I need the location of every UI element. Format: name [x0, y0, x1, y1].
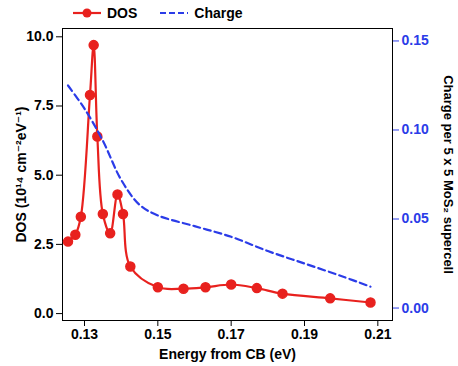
svg-text:0.19: 0.19: [291, 326, 318, 342]
svg-text:Energy from CB (eV): Energy from CB (eV): [159, 346, 296, 362]
svg-text:0.05: 0.05: [402, 210, 429, 226]
svg-text:5.0: 5.0: [34, 167, 54, 183]
svg-text:0.15: 0.15: [144, 326, 171, 342]
html-text:DOS: DOS: [107, 5, 138, 21]
svg-text:DOS (10¹⁴ cm⁻²eV⁻¹): DOS (10¹⁴ cm⁻²eV⁻¹): [13, 106, 29, 242]
svg-text:0.17: 0.17: [218, 326, 245, 342]
svg-text:0.00: 0.00: [402, 300, 429, 316]
svg-text:0.0: 0.0: [34, 305, 54, 321]
html-text:Charge: Charge: [194, 5, 243, 21]
svg-text:7.5: 7.5: [34, 97, 54, 113]
svg-text:0.13: 0.13: [71, 326, 98, 342]
svg-text:0.21: 0.21: [364, 326, 391, 342]
svg-text:0.10: 0.10: [402, 121, 429, 137]
svg-text:10.0: 10.0: [26, 28, 53, 44]
svg-text:0.15: 0.15: [402, 32, 429, 48]
svg-text:2.5: 2.5: [34, 236, 54, 252]
html-text:Charge per 5 x 5 MoS₂ supercel: Charge per 5 x 5 MoS₂ supercell: [440, 74, 456, 274]
